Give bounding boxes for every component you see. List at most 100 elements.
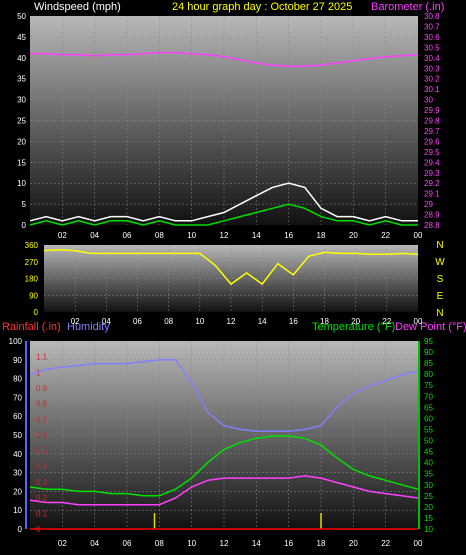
temp-y-tick: 60 [424,414,433,423]
compass-label: N [436,240,443,251]
dir-x-tick: 14 [258,317,267,326]
series-dew-point [29,475,419,506]
temp-y-tick: 65 [424,403,433,412]
rain-y-tick: 0.2 [36,494,48,503]
series-wind-direction [43,248,419,286]
temp-y-tick: 50 [424,437,433,446]
wind-x-tick: 06 [123,231,132,240]
temp-x-tick: 16 [284,539,293,548]
temp-x-tick: 20 [349,539,358,548]
dir-x-tick: 12 [227,317,236,326]
dir-y-tick: 360 [25,241,39,250]
humidity-y-tick: 60 [13,412,22,421]
rain-y-tick: 0.7 [36,415,48,424]
series-temperature [29,435,419,497]
wind-x-tick: 14 [252,231,261,240]
humidity-y-tick: 80 [13,375,22,384]
temp-y-tick: 80 [424,370,433,379]
windspeed-label: Windspeed (mph) [34,1,121,13]
rainfall-label: Rainfall (.in) [2,321,61,333]
barometer-y-tick: 30.7 [424,22,440,31]
temp-y-tick: 10 [424,525,433,534]
temp-x-tick: 10 [187,539,196,548]
barometer-y-tick: 30.5 [424,43,440,52]
wind-y-tick: 50 [17,12,26,21]
wind-y-tick: 20 [17,137,26,146]
humidity-y-tick: 90 [13,356,22,365]
humidity-y-tick: 30 [13,469,22,478]
series-humidity [29,359,419,432]
dir-x-tick: 02 [71,317,80,326]
barometer-y-tick: 29 [424,200,433,209]
humidity-y-tick: 70 [13,393,22,402]
wind-x-tick: 00 [414,231,423,240]
wind-x-tick: 08 [155,231,164,240]
wind-y-tick: 15 [17,158,26,167]
humidity-y-tick: 50 [13,431,22,440]
dir-x-tick: 06 [133,317,142,326]
wind-y-tick: 10 [17,179,26,188]
barometer-y-tick: 30.4 [424,54,440,63]
rain-y-tick: 0.5 [36,447,48,456]
barometer-y-tick: 30.8 [424,12,440,21]
barometer-y-tick: 30.6 [424,33,440,42]
rain-y-tick: 1 [36,368,41,377]
humidity-y-tick: 10 [13,506,22,515]
rain-y-tick: 0.8 [36,400,48,409]
barometer-y-tick: 29.8 [424,117,440,126]
temp-y-tick: 20 [424,503,433,512]
wind-x-tick: 18 [317,231,326,240]
rain-y-tick: 0.9 [36,384,48,393]
series-wind-average [29,203,418,226]
wind-x-tick: 22 [381,231,390,240]
dir-x-tick: 18 [320,317,329,326]
temp-x-tick: 00 [414,539,423,548]
temp-y-tick: 30 [424,481,433,490]
wind-x-tick: 16 [284,231,293,240]
temp-y-tick: 95 [424,337,433,346]
series-wind-gust [29,182,418,222]
temp-y-tick: 85 [424,359,433,368]
barometer-y-tick: 30 [424,96,433,105]
dir-x-tick: 16 [289,317,298,326]
dir-x-tick: 10 [195,317,204,326]
graph-title: 24 hour graph day : October 27 2025 [172,1,352,13]
humidity-label: Humidity [67,321,110,333]
barometer-y-tick: 30.3 [424,64,440,73]
compass-label: E [437,291,444,302]
temp-y-tick: 45 [424,448,433,457]
wind-y-tick: 0 [22,221,27,230]
wind-y-tick: 35 [17,75,26,84]
temp-y-tick: 75 [424,381,433,390]
dir-x-tick: 20 [351,317,360,326]
dir-y-tick: 180 [25,275,39,284]
wind-x-tick: 04 [90,231,99,240]
wind-x-tick: 10 [187,231,196,240]
temp-y-tick: 70 [424,392,433,401]
wind-x-tick: 20 [349,231,358,240]
barometer-y-tick: 30.1 [424,85,440,94]
barometer-y-tick: 29.7 [424,127,440,136]
temp-y-tick: 35 [424,470,433,479]
barometer-y-tick: 29.4 [424,158,440,167]
dir-x-tick: 08 [164,317,173,326]
temp-y-tick: 90 [424,348,433,357]
temp-x-tick: 02 [58,539,67,548]
dir-x-tick: 04 [102,317,111,326]
dir-x-tick: 00 [414,317,423,326]
barometer-y-tick: 29.5 [424,148,440,157]
dir-y-tick: 90 [29,291,38,300]
wind-y-tick: 30 [17,96,26,105]
dir-x-tick: 22 [382,317,391,326]
temp-x-tick: 14 [252,539,261,548]
dir-y-tick: 270 [25,258,39,267]
series-barometer [30,51,419,67]
rain-y-tick: 0.6 [36,431,48,440]
wind-y-tick: 40 [17,54,26,63]
humidity-y-tick: 0 [18,525,23,534]
dewpoint-label: Dew Point (°F) [395,321,466,333]
temp-y-tick: 40 [424,459,433,468]
wind-x-tick: 02 [58,231,67,240]
temp-x-tick: 18 [317,539,326,548]
